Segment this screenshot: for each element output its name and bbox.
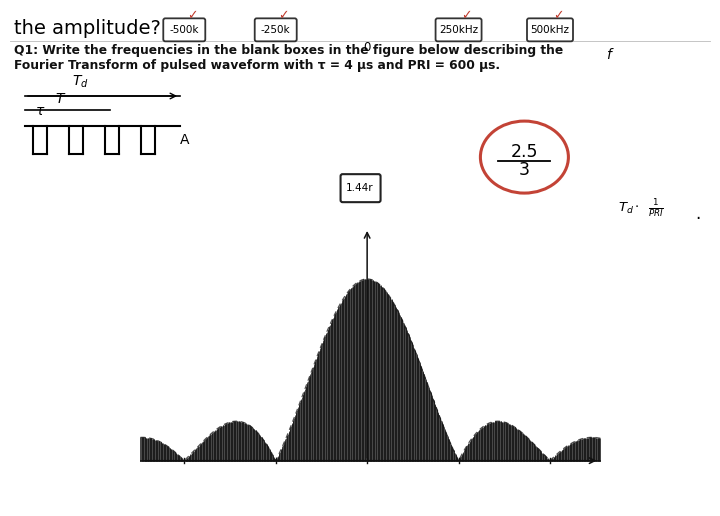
Ellipse shape [480, 121, 568, 193]
Text: f: f [606, 49, 611, 62]
Text: ✓: ✓ [462, 9, 472, 22]
Text: Fourier Transform of pulsed waveform with τ = 4 μs and PRI = 600 μs.: Fourier Transform of pulsed waveform wit… [14, 59, 500, 72]
FancyBboxPatch shape [337, 239, 381, 275]
Text: 3: 3 [519, 161, 530, 179]
Text: 0: 0 [364, 41, 371, 54]
Text: ✓: ✓ [279, 9, 289, 22]
Text: $A^2\ T_d$: $A^2\ T_d$ [406, 240, 439, 259]
Text: -250k: -250k [261, 25, 291, 35]
Text: .: . [695, 205, 701, 223]
Text: the amplitude?: the amplitude? [14, 19, 161, 38]
FancyBboxPatch shape [436, 19, 482, 41]
Text: A: A [180, 133, 189, 147]
Text: $T_d$: $T_d$ [72, 74, 89, 90]
FancyBboxPatch shape [255, 19, 297, 41]
FancyBboxPatch shape [163, 19, 205, 41]
Text: $P_r(f)$: $P_r(f)$ [315, 233, 343, 249]
Text: $\frac{1}{75}$: $\frac{1}{75}$ [353, 246, 365, 268]
FancyBboxPatch shape [341, 174, 381, 202]
FancyBboxPatch shape [527, 19, 573, 41]
Text: $\frac{1}{PRI}$: $\frac{1}{PRI}$ [648, 197, 664, 219]
Text: 500kHz: 500kHz [531, 25, 570, 35]
Text: 1.44r: 1.44r [346, 183, 374, 193]
Text: ✓: ✓ [553, 9, 563, 22]
Text: Q1: Write the frequencies in the blank boxes in the figure below describing the: Q1: Write the frequencies in the blank b… [14, 44, 563, 57]
Text: 250kHz: 250kHz [439, 25, 478, 35]
Text: T: T [423, 275, 430, 287]
Text: ✓: ✓ [187, 9, 197, 22]
Text: $\frac{2\tau}{T}$: $\frac{2\tau}{T}$ [378, 250, 390, 271]
Text: τ: τ [36, 104, 44, 118]
Text: T: T [55, 92, 64, 106]
Text: $T_d\cdot$: $T_d\cdot$ [618, 200, 639, 216]
Text: 2.5: 2.5 [510, 143, 538, 161]
Text: -500k: -500k [169, 25, 199, 35]
